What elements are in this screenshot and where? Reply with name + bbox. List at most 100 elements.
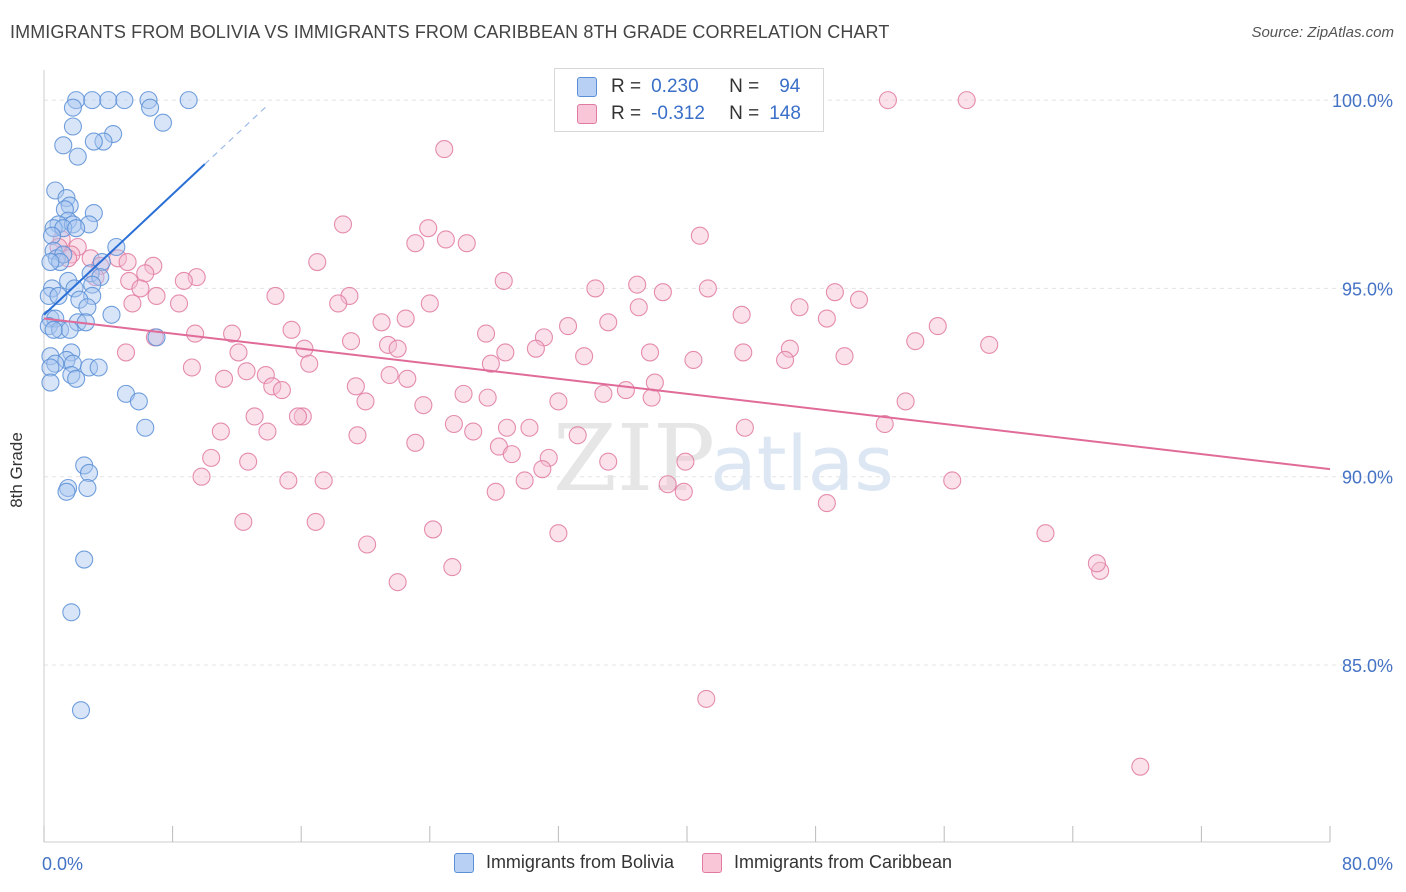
caribbean-point bbox=[776, 350, 795, 370]
bolivia-point bbox=[44, 320, 63, 339]
caribbean-point bbox=[169, 294, 189, 313]
caribbean-point bbox=[81, 249, 100, 268]
legend-item-bolivia[interactable]: Immigrants from Bolivia bbox=[453, 852, 674, 873]
bolivia-point bbox=[141, 98, 160, 117]
caribbean-point bbox=[558, 317, 578, 336]
caribbean-point bbox=[928, 317, 947, 336]
y-tick-label: 90.0% bbox=[1342, 468, 1393, 488]
x-tick-label: 0.0% bbox=[42, 854, 83, 874]
caribbean-point bbox=[279, 471, 298, 490]
caribbean-point bbox=[202, 448, 221, 467]
caribbean-point bbox=[306, 512, 325, 531]
r-value: 0.230 bbox=[651, 76, 699, 97]
caribbean-point bbox=[131, 279, 150, 298]
caribbean-point bbox=[653, 283, 672, 302]
bolivia-point bbox=[63, 117, 82, 136]
caribbean-point bbox=[875, 414, 894, 434]
source-label: Source: ZipAtlas.com bbox=[1251, 24, 1394, 41]
caribbean-point bbox=[906, 332, 925, 351]
caribbean-point bbox=[118, 253, 137, 272]
y-tick-label: 85.0% bbox=[1342, 656, 1393, 676]
bolivia-point bbox=[71, 701, 91, 720]
r-label: R = bbox=[611, 103, 642, 124]
caribbean-point bbox=[174, 271, 193, 290]
caribbean-point bbox=[496, 343, 515, 362]
caribbean-point bbox=[136, 264, 155, 283]
caribbean-point bbox=[406, 234, 425, 253]
bolivia-point bbox=[68, 147, 87, 166]
r-label: R = bbox=[611, 76, 642, 97]
caribbean-point bbox=[1131, 757, 1150, 776]
chart-title: IMMIGRANTS FROM BOLIVIA VS IMMIGRANTS FR… bbox=[10, 22, 890, 42]
caribbean-point bbox=[406, 433, 425, 452]
n-value: 94 bbox=[779, 76, 801, 97]
caribbean-point bbox=[356, 392, 375, 411]
bolivia-point bbox=[79, 358, 99, 377]
bolivia-point bbox=[78, 298, 97, 317]
caribbean-legend-swatch bbox=[701, 852, 722, 873]
bolivia-point bbox=[129, 392, 148, 411]
caribbean-point bbox=[116, 343, 136, 362]
caribbean-point bbox=[629, 298, 648, 317]
caribbean-point bbox=[388, 573, 407, 592]
bolivia-point bbox=[84, 204, 103, 223]
caribbean-point bbox=[676, 452, 695, 471]
caribbean-point bbox=[211, 422, 230, 441]
bolivia-legend-swatch bbox=[453, 852, 474, 873]
caribbean-point bbox=[288, 407, 308, 426]
caribbean-point bbox=[239, 452, 258, 471]
caribbean-point bbox=[341, 332, 361, 351]
caribbean-point bbox=[245, 407, 264, 426]
bolivia-point bbox=[67, 219, 86, 238]
caribbean-point bbox=[825, 283, 844, 302]
caribbean-point bbox=[674, 482, 693, 501]
caribbean-point bbox=[684, 350, 703, 370]
n-value: 148 bbox=[769, 103, 801, 124]
n-label: N = bbox=[729, 76, 760, 97]
caribbean-point bbox=[436, 230, 455, 249]
caribbean-trend-line bbox=[43, 317, 1331, 471]
bolivia-point bbox=[102, 305, 121, 324]
caribbean-point bbox=[419, 219, 438, 238]
caribbean-point bbox=[223, 324, 242, 343]
bolivia-point bbox=[62, 603, 81, 622]
bolivia-point bbox=[79, 463, 99, 482]
caribbean-point bbox=[878, 91, 897, 110]
caribbean-point bbox=[396, 309, 415, 328]
caribbean-point bbox=[568, 426, 587, 445]
axes bbox=[43, 70, 1331, 843]
caribbean-point bbox=[380, 365, 399, 385]
bolivia-point bbox=[59, 271, 78, 290]
bolivia-point bbox=[54, 136, 73, 155]
caribbean-point bbox=[515, 471, 534, 490]
caribbean-point bbox=[214, 369, 234, 388]
bolivia-point bbox=[75, 550, 94, 569]
caribbean-point bbox=[494, 271, 513, 290]
caribbean-point bbox=[817, 309, 836, 328]
y-tick-labels: 85.0% 90.0% 95.0% 100.0% bbox=[1332, 91, 1393, 676]
caribbean-point bbox=[414, 396, 433, 415]
caribbean-point bbox=[628, 275, 647, 294]
caribbean-point bbox=[575, 347, 594, 366]
y-axis-label: 8th Grade bbox=[7, 432, 26, 508]
caribbean-point bbox=[457, 234, 476, 253]
bolivia-point bbox=[65, 279, 84, 298]
caribbean-point bbox=[229, 343, 248, 362]
caribbean-point bbox=[520, 418, 539, 437]
caribbean-point bbox=[435, 140, 454, 159]
caribbean-point bbox=[502, 445, 521, 464]
bolivia-point bbox=[60, 320, 79, 339]
bolivia-point bbox=[83, 91, 102, 110]
bolivia-point bbox=[84, 132, 103, 151]
legend-item-caribbean[interactable]: Immigrants from Caribbean bbox=[701, 852, 953, 873]
bolivia-point bbox=[94, 132, 113, 151]
caribbean-point bbox=[497, 418, 517, 437]
caribbean-point bbox=[444, 414, 463, 434]
bolivia-point bbox=[39, 286, 58, 306]
caribbean-point bbox=[237, 362, 256, 381]
bolivia-point bbox=[67, 369, 86, 388]
legend-label-caribbean: Immigrants from Caribbean bbox=[733, 852, 953, 872]
caribbean-point bbox=[348, 426, 367, 445]
stats-row-caribbean: R = -0.312 N = 148 bbox=[577, 101, 801, 127]
